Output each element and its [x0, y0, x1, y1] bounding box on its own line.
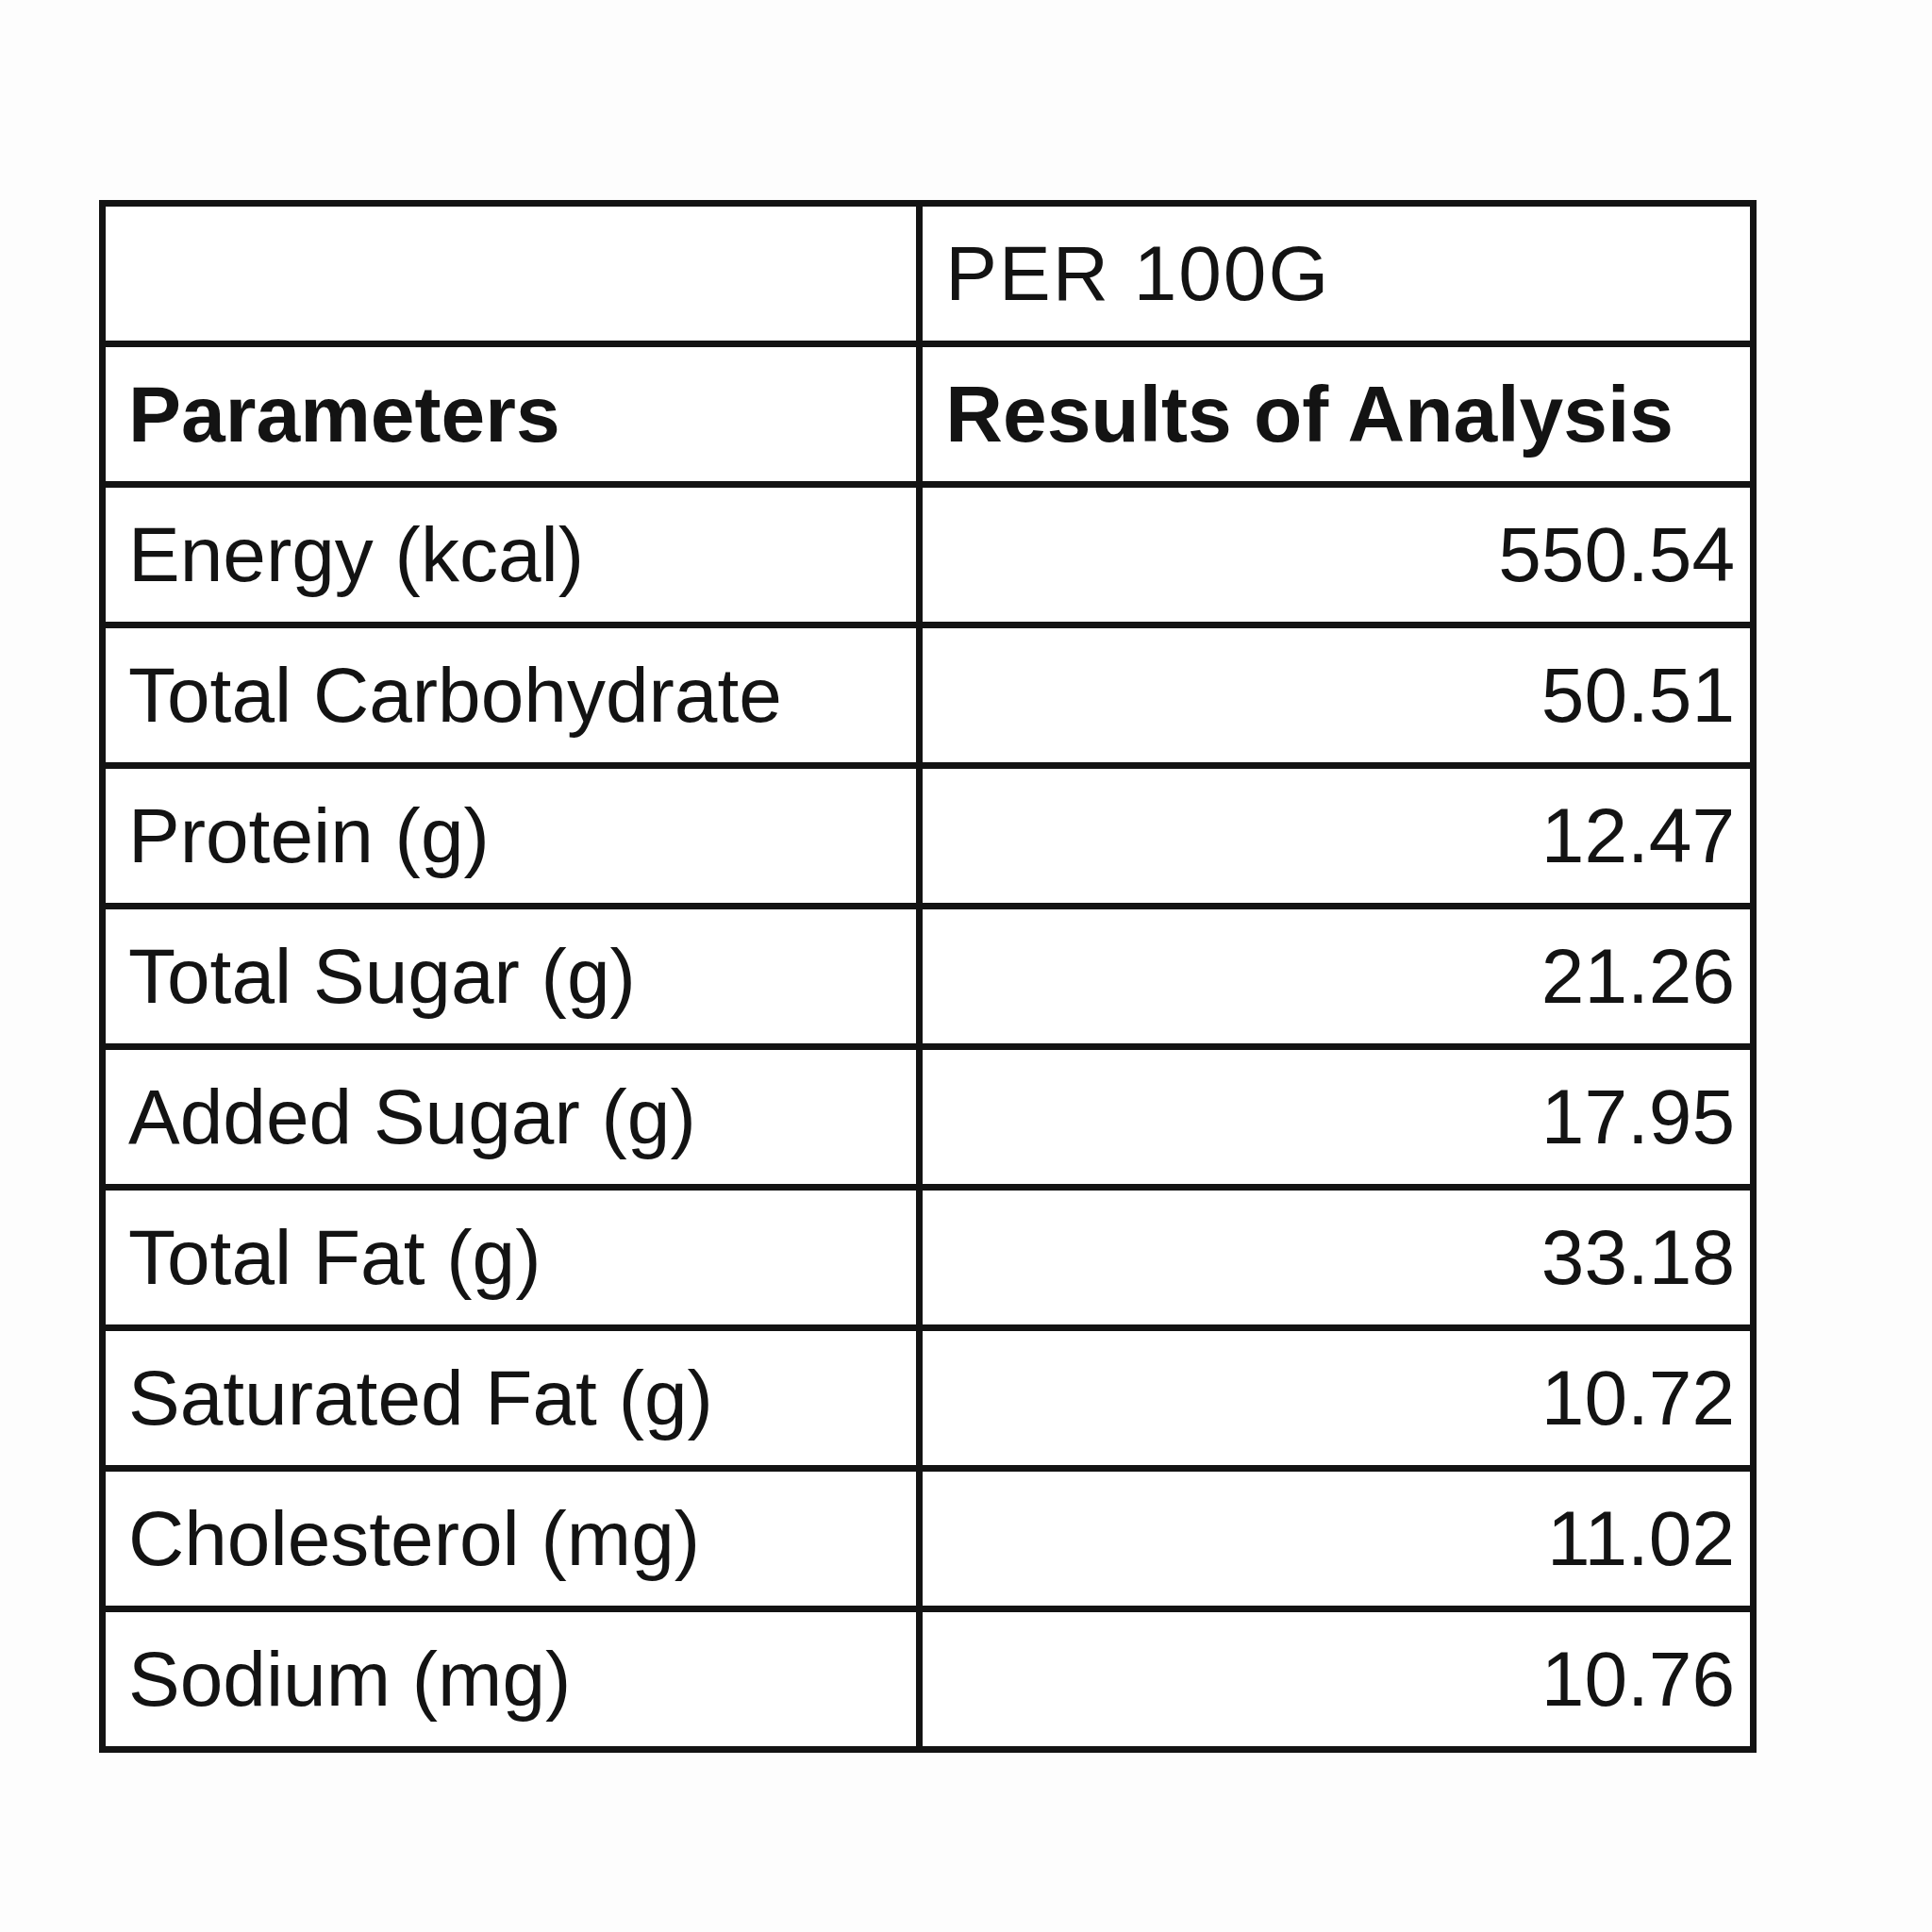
nutrition-analysis-table: PER 100G Parameters Results of Analysis … [99, 200, 1757, 1753]
unit-header-row: PER 100G [103, 204, 1754, 344]
row-label: Total Carbohydrate [103, 625, 920, 766]
table-row-total-carbohydrate: Total Carbohydrate 50.51 [103, 625, 1754, 766]
table-row-sodium: Sodium (mg) 10.76 [103, 1609, 1754, 1750]
parameters-header-cell: Parameters [103, 344, 920, 485]
table-row-cholesterol: Cholesterol (mg) 11.02 [103, 1469, 1754, 1609]
row-label: Added Sugar (g) [103, 1047, 920, 1188]
row-label: Energy (kcal) [103, 485, 920, 625]
empty-cell [103, 204, 920, 344]
row-label: Sodium (mg) [103, 1609, 920, 1750]
row-value: 12.47 [920, 766, 1754, 907]
table-row-protein: Protein (g) 12.47 [103, 766, 1754, 907]
table-row-total-sugar: Total Sugar (g) 21.26 [103, 907, 1754, 1047]
row-value: 50.51 [920, 625, 1754, 766]
results-header-cell: Results of Analysis [920, 344, 1754, 485]
unit-header-cell: PER 100G [920, 204, 1754, 344]
row-label: Protein (g) [103, 766, 920, 907]
row-value: 21.26 [920, 907, 1754, 1047]
row-label: Total Sugar (g) [103, 907, 920, 1047]
table-row-added-sugar: Added Sugar (g) 17.95 [103, 1047, 1754, 1188]
row-value: 11.02 [920, 1469, 1754, 1609]
row-value: 17.95 [920, 1047, 1754, 1188]
table-row-energy: Energy (kcal) 550.54 [103, 485, 1754, 625]
table-row-saturated-fat: Saturated Fat (g) 10.72 [103, 1328, 1754, 1469]
row-value: 10.76 [920, 1609, 1754, 1750]
row-label: Total Fat (g) [103, 1188, 920, 1328]
row-value: 550.54 [920, 485, 1754, 625]
page: PER 100G Parameters Results of Analysis … [0, 0, 1932, 1932]
row-value: 33.18 [920, 1188, 1754, 1328]
row-label: Cholesterol (mg) [103, 1469, 920, 1609]
row-value: 10.72 [920, 1328, 1754, 1469]
row-label: Saturated Fat (g) [103, 1328, 920, 1469]
table-row-total-fat: Total Fat (g) 33.18 [103, 1188, 1754, 1328]
column-header-row: Parameters Results of Analysis [103, 344, 1754, 485]
